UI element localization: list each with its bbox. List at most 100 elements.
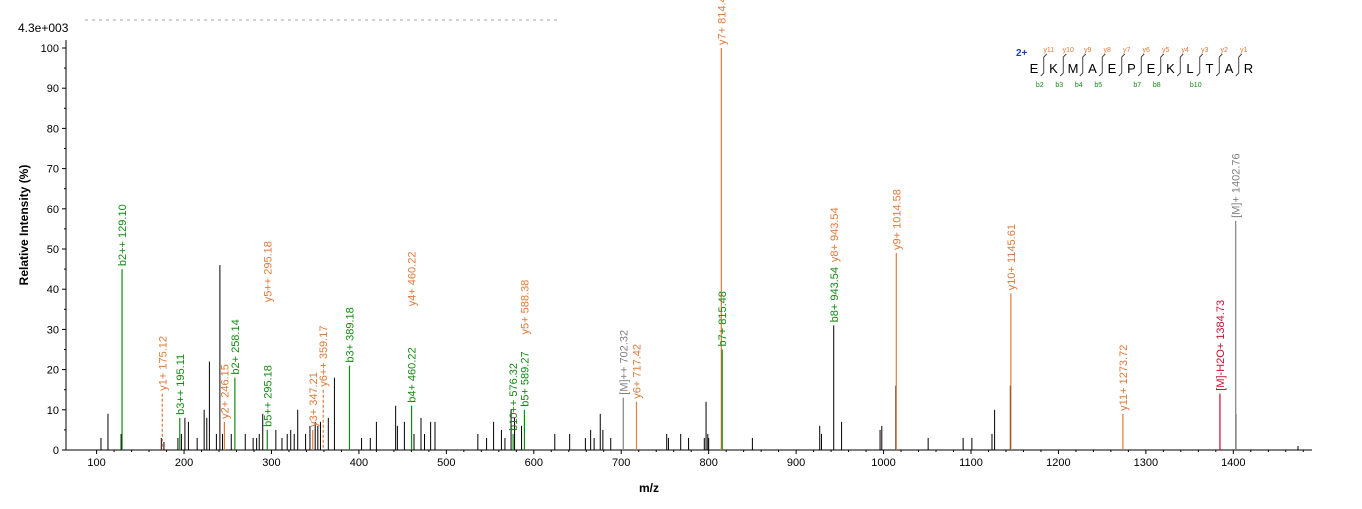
peak-label: b3++ 195.11: [175, 354, 187, 415]
fragment-bracket: [1176, 53, 1184, 77]
fragment-bracket: [1079, 53, 1087, 77]
peaks: [100, 48, 1299, 450]
y-ion-marker: y7: [1123, 47, 1131, 54]
x-tick-label: 100: [87, 457, 105, 469]
fragment-bracket: [1040, 53, 1048, 77]
x-tick-label: 1300: [1134, 457, 1158, 469]
b-ion-marker: b10: [1190, 82, 1202, 89]
x-tick-label: 700: [612, 457, 630, 469]
b-ion-marker: b3: [1055, 82, 1063, 89]
sequence-residue: L: [1186, 61, 1193, 76]
y-ion-marker: y2: [1221, 47, 1229, 54]
peak-label: b8+ 943.54: [829, 267, 841, 322]
y-tick-label: 40: [47, 284, 59, 296]
fragment-bracket: [1215, 53, 1223, 77]
peak-label: y8+ 943.54: [829, 207, 841, 262]
x-tick-label: 200: [175, 457, 193, 469]
peak-label: [M]-H2O+ 1384.73: [1215, 300, 1227, 391]
peak-label: [M]+ 1402.76: [1231, 153, 1243, 218]
peak-label: [M]++ 702.32: [618, 330, 630, 395]
y-ion-marker: y4: [1182, 47, 1190, 54]
peak-label: y9+ 1014.58: [891, 189, 903, 250]
y-tick-label: 90: [47, 83, 59, 95]
peak-label: y6++ 359.17: [318, 326, 330, 387]
peak-label: y3+ 347.21: [308, 372, 320, 427]
b-ion-marker: b4: [1075, 82, 1083, 89]
sequence-residue: E: [1108, 61, 1117, 76]
fragment-bracket: [1157, 53, 1165, 77]
peak-label: b3+ 389.18: [344, 307, 356, 362]
x-axis-title: m/z: [639, 481, 659, 495]
x-tick-label: 1400: [1221, 457, 1245, 469]
b-ion-marker: b2: [1036, 82, 1044, 89]
sequence-residue: A: [1225, 61, 1234, 76]
peak-label: b2+ 258.14: [230, 319, 242, 374]
peak-label: y6+ 717.42: [631, 344, 643, 399]
intensity-scale-label: 4.3e+003: [18, 21, 69, 35]
peak-label: y2+ 246.15: [219, 364, 231, 419]
sequence-residue: P: [1127, 61, 1136, 76]
sequence-residue: E: [1030, 61, 1039, 76]
peak-label: b5++ 295.18: [262, 365, 274, 427]
x-tick-label: 600: [525, 457, 543, 469]
y-tick-label: 70: [47, 164, 59, 176]
y-ion-marker: y5: [1162, 47, 1170, 54]
sequence-residue: E: [1147, 61, 1156, 76]
peak-label: y1+ 175.12: [157, 336, 169, 391]
b-ion-marker: b7: [1133, 82, 1141, 89]
peak-label: b4+ 460.22: [407, 347, 419, 402]
y-tick-label: 10: [47, 405, 59, 417]
fragment-bracket: [1098, 53, 1106, 77]
sequence-residue: R: [1244, 61, 1253, 76]
fragment-bracket: [1137, 53, 1145, 77]
x-tick-label: 1200: [1046, 457, 1070, 469]
peak-label: y4+ 460.22: [407, 252, 419, 307]
y-ion-marker: y11: [1043, 47, 1054, 54]
y-tick-label: 30: [47, 324, 59, 336]
sequence-residue: K: [1166, 61, 1175, 76]
sequence-residue: K: [1049, 61, 1058, 76]
sequence-residue: T: [1206, 61, 1214, 76]
peak-labels: b2++ 129.10 y1+ 175.12 b3++ 195.11 y2+ 246.…: [117, 0, 1243, 431]
peak-label: y7+ 814.46: [716, 0, 728, 45]
peak-label: y5++ 295.18: [262, 241, 274, 302]
sequence-residue: A: [1088, 61, 1097, 76]
peak-label: b7+ 815.48: [717, 291, 729, 346]
y-tick-label: 80: [47, 123, 59, 135]
sequence-residue: M: [1068, 61, 1079, 76]
y-ion-marker: y6: [1143, 47, 1151, 54]
b-ion-marker: b5: [1094, 82, 1102, 89]
y-ion-marker: y9: [1084, 47, 1092, 54]
peak-label: b2++ 129.10: [117, 204, 129, 266]
fragment-bracket: [1235, 53, 1243, 77]
y-axis-title: Relative Intensity (%): [17, 165, 31, 286]
fragment-bracket: [1118, 53, 1126, 77]
y-ion-marker: y1: [1240, 47, 1248, 54]
y-tick-label: 50: [47, 244, 59, 256]
x-tick-label: 400: [350, 457, 368, 469]
peak-label: y5+ 588.38: [519, 280, 531, 335]
y-tick-label: 0: [53, 445, 59, 457]
y-ion-marker: y3: [1201, 47, 1209, 54]
y-tick-label: 100: [41, 43, 59, 55]
x-tick-label: 500: [437, 457, 455, 469]
y-tick-label: 60: [47, 204, 59, 216]
y-ion-marker: y10: [1063, 47, 1074, 54]
y-tick-label: 20: [47, 365, 59, 377]
axes: 0 10 20 30 40 50 60 70 80 90 100 100 200 300 400 500 600…: [41, 40, 1312, 469]
peak-label: y11+ 1273.72: [1118, 345, 1130, 411]
peak-label: b5+ 589.27: [519, 351, 531, 406]
fragment-bracket: [1196, 53, 1204, 77]
x-tick-label: 300: [262, 457, 280, 469]
charge-state-label: 2+: [1016, 48, 1028, 59]
x-tick-label: 1100: [959, 457, 983, 469]
peak-label: b10++ 576.32: [508, 363, 520, 431]
peak-label: y10+ 1145.61: [1006, 224, 1018, 290]
y-ion-marker: y8: [1104, 47, 1112, 54]
fragment-bracket: [1059, 53, 1067, 77]
x-tick-label: 1000: [871, 457, 895, 469]
x-tick-label: 800: [699, 457, 717, 469]
x-tick-label: 900: [787, 457, 805, 469]
b-ion-marker: b8: [1153, 82, 1161, 89]
